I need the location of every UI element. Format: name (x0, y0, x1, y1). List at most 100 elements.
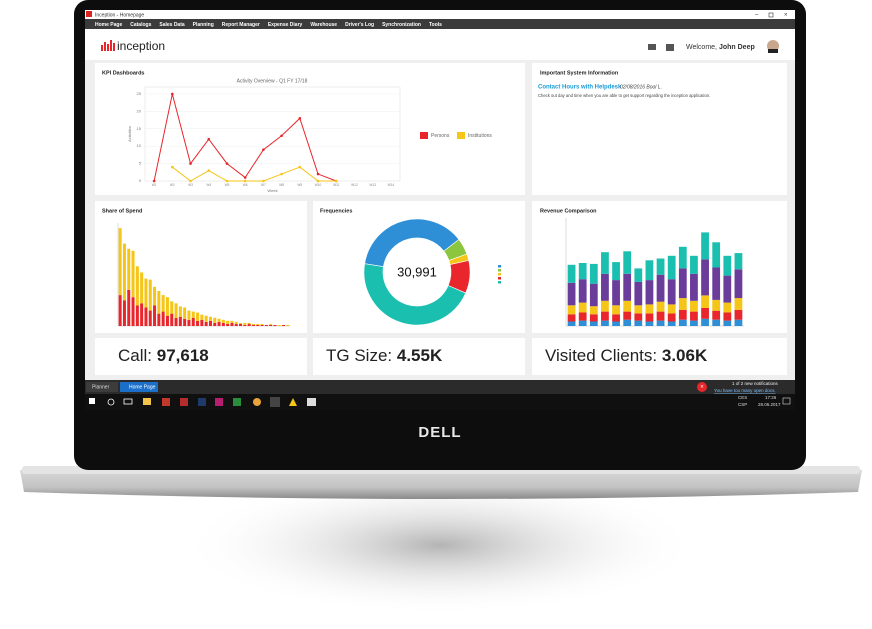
bar-segment (251, 323, 255, 325)
x-tick-label: W13 (369, 183, 376, 187)
menu-item[interactable]: Catalogs (130, 22, 151, 28)
bar-segment (645, 321, 654, 326)
bar-segment (634, 281, 643, 306)
y-axis-label: Activities (127, 126, 132, 142)
bar-segment (634, 305, 643, 314)
user-name: John Deep (719, 44, 755, 51)
mail-icon[interactable] (648, 44, 656, 50)
menu-item[interactable]: Warehouse (310, 22, 337, 28)
x-tick-label: W12 (351, 183, 358, 187)
tab-label[interactable]: Home Page (129, 384, 156, 390)
bar-segment (131, 297, 135, 326)
x-tick-label: W10 (315, 183, 322, 187)
y-tick-label: 15 (137, 126, 142, 131)
bar-segment (148, 310, 152, 326)
bar-segment (723, 302, 732, 313)
bar-segment (118, 295, 122, 326)
notification-link[interactable]: You have too many open docs. (714, 388, 776, 393)
brand: DELL (418, 424, 461, 441)
point (280, 134, 283, 138)
bar-segment (122, 300, 126, 326)
point (225, 162, 229, 165)
y-tick-label: 20 (137, 108, 142, 113)
bar-segment (144, 307, 148, 326)
bar-segment (178, 306, 182, 317)
bar-segment (612, 305, 620, 315)
bar-segment (667, 255, 676, 280)
x-tick-label: W1 (152, 183, 157, 187)
bar-segment (712, 319, 721, 326)
menu-item[interactable]: Expense Diary (268, 22, 303, 28)
bar-segment (678, 268, 687, 299)
bar-segment (690, 255, 698, 274)
bar-segment (213, 317, 217, 323)
bar-segment (153, 305, 157, 326)
tab[interactable] (86, 382, 118, 392)
menu-item[interactable]: Home Page (95, 22, 122, 28)
date: 28.06.2017 (758, 402, 781, 407)
bar-segment (701, 232, 709, 260)
app-bar (85, 380, 795, 394)
bar-segment (221, 322, 225, 326)
bar-segment (589, 283, 598, 307)
bar-segment (157, 290, 161, 314)
kpi-tile: TG Size: 4.55K (326, 346, 443, 365)
menu-bar (85, 19, 795, 29)
bar-segment (127, 248, 131, 290)
bar-segment (135, 266, 139, 306)
action-center[interactable] (782, 397, 791, 405)
bar-segment (161, 311, 165, 326)
menu-item[interactable]: Sales Data (159, 22, 185, 28)
helpdesk-link[interactable]: Contact Hours with Helpdesk (538, 85, 622, 91)
bar-segment (226, 323, 230, 326)
bar-segment (243, 322, 247, 325)
menu-item[interactable]: Tools (429, 22, 442, 28)
point (243, 179, 247, 183)
taskbar-icons[interactable] (89, 397, 316, 407)
tab-label[interactable]: Planner (92, 384, 110, 390)
bar-segment (656, 311, 665, 321)
bar-segment (230, 322, 234, 326)
bar-segment (148, 279, 152, 311)
welcome-text: Welcome, (686, 44, 717, 51)
bar-segment (589, 321, 598, 326)
bar-segment (239, 322, 243, 324)
legend-label: Institutions (468, 133, 492, 139)
point (298, 117, 302, 120)
bar-segment (601, 300, 609, 312)
avatar-suit (768, 49, 778, 53)
menu-item[interactable]: Driver's Log (345, 22, 374, 28)
notification-icon[interactable] (697, 382, 707, 392)
maximize[interactable] (768, 12, 774, 18)
bar-segment (623, 319, 632, 326)
x-tick-label: W3 (188, 183, 193, 187)
bar-segment (712, 242, 721, 268)
menu-item[interactable]: Planning (193, 22, 214, 28)
bar-segment (161, 295, 165, 312)
bar-segment (256, 324, 260, 326)
bar-segment (174, 317, 178, 326)
bar-segment (723, 275, 732, 303)
bar-segment (200, 319, 204, 326)
minimize[interactable]: – (755, 13, 759, 19)
menu-item[interactable]: Synchronization (382, 22, 421, 28)
laptop-base (20, 470, 862, 499)
x-tick-label: W11 (333, 183, 340, 187)
bar-segment (196, 312, 200, 321)
y-tick-label: 5 (139, 161, 142, 166)
close[interactable]: × (784, 13, 788, 19)
bar-segment (612, 262, 620, 281)
point (189, 179, 192, 183)
kpi-tile: Call: 97,618 (118, 346, 209, 365)
bar-segment (217, 318, 221, 322)
menu-item[interactable]: Report Manager (222, 22, 260, 28)
bar-segment (656, 274, 665, 302)
bar-segment (734, 253, 743, 270)
legend-swatch (498, 269, 501, 272)
legend-label: Persons (431, 133, 450, 139)
tab-active[interactable] (120, 382, 158, 392)
bar-segment (678, 246, 687, 269)
chat-icon[interactable] (666, 44, 674, 51)
bar-segment (656, 320, 665, 326)
bar-segment (589, 314, 598, 322)
